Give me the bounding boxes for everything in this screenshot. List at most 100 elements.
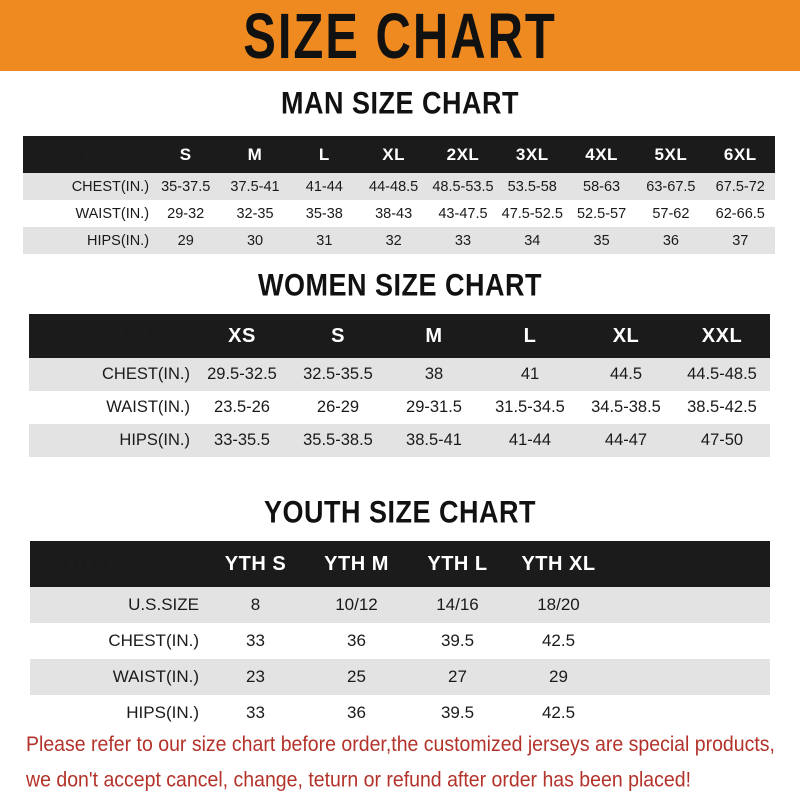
- man-size-header-6: 3XL: [497, 136, 567, 173]
- table-row: CHEST(IN.) 35-37.5 37.5-41 41-44 44-48.5 48.5…: [23, 173, 775, 200]
- footer-note-line-1: Please refer to our size chart before or…: [26, 732, 775, 757]
- man-size-header-1: S: [151, 136, 221, 173]
- women-size-header-2: S: [290, 314, 386, 358]
- table-cell: 48.5-53.5: [428, 173, 498, 200]
- youth-table-body: YOUTH YTH S YTH M YTH L YTH XL U.S.SIZE 8 10/12…: [30, 541, 770, 731]
- man-size-header-4: XL: [358, 136, 429, 173]
- women-row-label-1: CHEST(IN.): [29, 358, 194, 391]
- table-cell: 18/20: [508, 587, 609, 623]
- man-size-header-9: 6XL: [705, 136, 775, 173]
- man-size-header-3: L: [289, 136, 359, 173]
- table-cell: 33: [428, 227, 498, 254]
- table-cell: 58-63: [566, 173, 637, 200]
- table-cell: 34.5-38.5: [578, 391, 674, 424]
- table-cell: 29-31.5: [386, 391, 482, 424]
- table-cell: 10/12: [306, 587, 407, 623]
- table-cell: 41: [482, 358, 578, 391]
- man-row-label-1: CHEST(IN.): [23, 173, 152, 200]
- table-cell: 38-43: [358, 200, 429, 227]
- table-cell: 38: [386, 358, 482, 391]
- women-table-body: WOMEN'S XS S M L XL XXL CHEST(IN.) 29.5-32.5 32.5…: [29, 314, 770, 457]
- table-cell: 35-37.5: [151, 173, 221, 200]
- table-cell: 14/16: [407, 587, 508, 623]
- table-cell: 29: [508, 659, 609, 695]
- women-row-label-2: WAIST(IN.): [29, 391, 194, 424]
- table-cell: 35-38: [289, 200, 359, 227]
- table-cell: 31: [289, 227, 359, 254]
- man-table-header-row: MEN'S S M L XL 2XL 3XL 4XL 5XL 6XL: [23, 136, 775, 173]
- table-cell: 34: [497, 227, 567, 254]
- table-cell: 36: [636, 227, 706, 254]
- table-row: WAIST(IN.) 23.5-26 26-29 29-31.5 31.5-34.5 34…: [29, 391, 770, 424]
- table-cell: 44.5: [578, 358, 674, 391]
- table-cell-spacer: [609, 659, 770, 695]
- man-row-label-3: HIPS(IN.): [23, 227, 152, 254]
- table-cell: 23: [205, 659, 306, 695]
- page-title: SIZE CHART: [243, 0, 557, 71]
- women-size-header-3: M: [386, 314, 482, 358]
- table-cell: 29-32: [151, 200, 221, 227]
- table-cell: 32-35: [220, 200, 290, 227]
- table-cell: 39.5: [407, 695, 508, 731]
- table-cell-spacer: [609, 587, 770, 623]
- table-row: CHEST(IN.) 33 36 39.5 42.5: [30, 623, 770, 659]
- table-cell: 47-50: [674, 424, 770, 457]
- table-cell-spacer: [609, 623, 770, 659]
- table-cell: 33: [205, 695, 306, 731]
- youth-size-header-3: YTH L: [407, 541, 508, 587]
- women-table-header-row: WOMEN'S XS S M L XL XXL: [29, 314, 770, 358]
- table-cell: 42.5: [508, 623, 609, 659]
- table-cell: 36: [306, 695, 407, 731]
- table-row: HIPS(IN.) 33 36 39.5 42.5: [30, 695, 770, 731]
- women-size-header-1: XS: [194, 314, 290, 358]
- women-size-table: WOMEN'S XS S M L XL XXL CHEST(IN.) 29.5-32.5 32.5…: [29, 314, 770, 457]
- man-size-header-2: M: [220, 136, 290, 173]
- table-cell: 8: [205, 587, 306, 623]
- table-cell: 41-44: [482, 424, 578, 457]
- footer-note: Please refer to our size chart before or…: [26, 727, 778, 797]
- women-row-label-3: HIPS(IN.): [29, 424, 194, 457]
- youth-table-header-row: YOUTH YTH S YTH M YTH L YTH XL: [30, 541, 770, 587]
- man-section-title: MAN SIZE CHART: [281, 85, 519, 121]
- table-cell: 35: [566, 227, 637, 254]
- women-size-header-4: L: [482, 314, 578, 358]
- women-header-label: WOMEN'S: [29, 314, 194, 358]
- table-cell: 42.5: [508, 695, 609, 731]
- table-cell: 25: [306, 659, 407, 695]
- table-row: WAIST(IN.) 23 25 27 29: [30, 659, 770, 695]
- youth-size-header-2: YTH M: [306, 541, 407, 587]
- table-cell: 57-62: [636, 200, 706, 227]
- table-cell: 47.5-52.5: [497, 200, 567, 227]
- table-cell: 39.5: [407, 623, 508, 659]
- table-cell: 41-44: [289, 173, 359, 200]
- youth-header-label: YOUTH: [30, 541, 205, 587]
- table-row: WAIST(IN.) 29-32 32-35 35-38 38-43 43-47.5 47.…: [23, 200, 775, 227]
- youth-size-header-1: YTH S: [205, 541, 306, 587]
- table-cell: 43-47.5: [428, 200, 498, 227]
- table-cell: 44-48.5: [358, 173, 429, 200]
- man-size-header-5: 2XL: [428, 136, 498, 173]
- table-row: U.S.SIZE 8 10/12 14/16 18/20: [30, 587, 770, 623]
- table-cell: 38.5-41: [386, 424, 482, 457]
- table-cell: 37: [705, 227, 775, 254]
- youth-size-header-spacer: [609, 541, 770, 587]
- man-size-header-7: 4XL: [566, 136, 637, 173]
- table-cell: 26-29: [290, 391, 386, 424]
- table-cell: 27: [407, 659, 508, 695]
- table-cell: 36: [306, 623, 407, 659]
- youth-row-label-4: HIPS(IN.): [30, 695, 205, 731]
- table-cell: 33: [205, 623, 306, 659]
- table-cell: 38.5-42.5: [674, 391, 770, 424]
- table-row: CHEST(IN.) 29.5-32.5 32.5-35.5 38 41 44.5 44.5…: [29, 358, 770, 391]
- women-size-header-5: XL: [578, 314, 674, 358]
- table-cell: 35.5-38.5: [290, 424, 386, 457]
- table-cell: 44.5-48.5: [674, 358, 770, 391]
- table-cell: 44-47: [578, 424, 674, 457]
- table-cell: 29.5-32.5: [194, 358, 290, 391]
- table-cell: 23.5-26: [194, 391, 290, 424]
- man-header-label: MEN'S: [23, 136, 152, 173]
- youth-row-label-2: CHEST(IN.): [30, 623, 205, 659]
- table-cell: 63-67.5: [636, 173, 706, 200]
- youth-size-header-4: YTH XL: [508, 541, 609, 587]
- table-cell-spacer: [609, 695, 770, 731]
